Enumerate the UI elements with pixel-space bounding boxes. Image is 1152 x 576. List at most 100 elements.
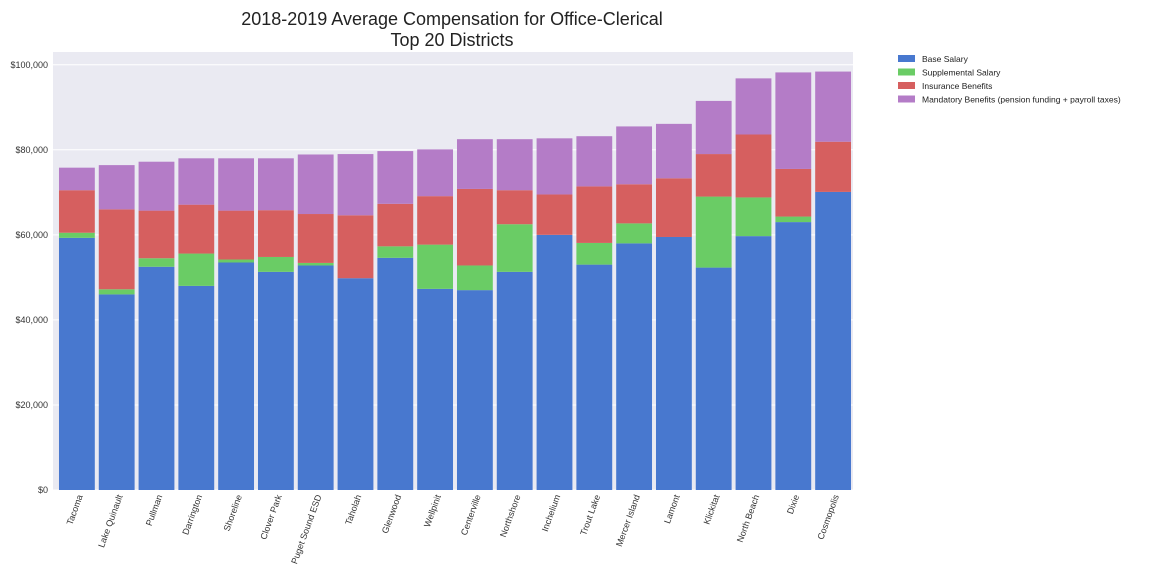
chart-title-line-1: 2018-2019 Average Compensation for Offic…: [241, 9, 663, 29]
bar-segment-1: [218, 262, 255, 490]
legend: Base Salary Supplemental Salary Insurance …: [898, 54, 1121, 105]
bar-segment-2: [735, 197, 772, 237]
bar-segment-4: [138, 161, 175, 211]
y-tick-label: $100,000: [10, 60, 48, 70]
bar-segment-1: [178, 285, 215, 490]
x-tick-label: North Beach: [735, 493, 762, 543]
bar-segment-4: [178, 158, 215, 205]
y-tick-label: $0: [38, 485, 48, 495]
bar-segment-1: [496, 271, 533, 490]
y-tick-label: $20,000: [15, 400, 48, 410]
bar-segment-1: [58, 237, 95, 490]
bar-segment-4: [417, 149, 454, 197]
bar-segment-2: [695, 196, 732, 268]
bar-segment-3: [695, 154, 732, 197]
bar-segment-3: [337, 215, 374, 279]
bar-segment-1: [138, 266, 175, 490]
bar-segment-3: [138, 210, 175, 259]
bar-segment-4: [58, 167, 95, 191]
bar-segment-4: [775, 72, 812, 169]
bar-segment-3: [456, 188, 493, 266]
y-axis: $0 $20,000 $40,000 $60,000 $80,000 $100,000: [10, 60, 48, 495]
x-tick-label: Tacoma: [65, 493, 85, 526]
bar-segment-4: [337, 154, 374, 216]
bar-segment-4: [815, 71, 852, 142]
x-tick-label: Glenwood: [380, 493, 403, 535]
bar-segment-1: [536, 234, 573, 490]
x-tick-label: Mercer Island: [614, 493, 642, 548]
bar-segment-3: [58, 190, 95, 233]
bar-segment-3: [735, 134, 772, 198]
bar-segment-2: [775, 216, 812, 223]
bar-segment-3: [417, 196, 454, 245]
legend-swatch: [898, 68, 915, 76]
bar-segment-1: [815, 191, 852, 491]
bar-segment-3: [655, 178, 692, 237]
bar-segment-3: [536, 194, 573, 235]
legend-swatch: [898, 55, 915, 62]
legend-label: Base Salary: [922, 54, 969, 64]
legend-swatch: [898, 82, 915, 89]
bar-segment-1: [337, 278, 374, 490]
bar-segment-3: [775, 168, 812, 217]
bar-segment-4: [98, 165, 135, 210]
x-tick-label: Northshore: [498, 493, 523, 538]
bar-segment-4: [536, 138, 573, 195]
bar-segment-3: [178, 204, 215, 254]
x-tick-label: Klickitat: [702, 493, 722, 526]
bar-segment-1: [735, 236, 772, 490]
bar-segment-2: [417, 244, 454, 289]
x-tick-label: Lamont: [662, 493, 682, 525]
x-tick-label: Shoreline: [222, 493, 244, 532]
legend-swatch: [898, 95, 915, 103]
bar-segment-1: [695, 267, 732, 490]
chart-title-line-2: Top 20 Districts: [390, 30, 513, 50]
bar-segment-1: [655, 236, 692, 490]
legend-label: Supplemental Salary: [922, 68, 1001, 78]
x-tick-label: Lake Quinault: [96, 493, 125, 549]
bar-segment-3: [98, 209, 135, 290]
x-tick-label: Centerville: [459, 493, 483, 536]
bar-segment-3: [257, 210, 294, 257]
bar-segment-1: [576, 264, 613, 490]
x-tick-label: Clover Park: [258, 493, 284, 541]
bar-segment-1: [377, 257, 414, 490]
x-tick-label: Wellpinit: [422, 493, 443, 529]
bar-segment-4: [218, 158, 255, 211]
bar-segment-3: [576, 186, 613, 243]
y-tick-label: $40,000: [15, 315, 48, 325]
x-tick-label: Pullman: [144, 493, 165, 527]
bar-segment-4: [576, 136, 613, 187]
bar-segment-2: [456, 265, 493, 291]
bar-segment-1: [98, 294, 135, 490]
legend-label: Insurance Benefits: [922, 81, 992, 91]
bar-segment-1: [257, 271, 294, 490]
x-tick-label: Inchelium: [540, 493, 563, 533]
bar-segment-3: [496, 190, 533, 225]
x-axis: Tacoma Lake Quinault Pullman Darrington Shor…: [65, 493, 842, 566]
bars: [58, 71, 852, 491]
bar-segment-1: [775, 222, 812, 490]
bar-segment-4: [735, 78, 772, 135]
y-tick-label: $80,000: [15, 145, 48, 155]
bar-segment-2: [377, 246, 414, 258]
legend-label: Mandatory Benefits (pension funding + pa…: [922, 95, 1121, 105]
bar-segment-2: [98, 289, 135, 295]
bar-segment-2: [58, 232, 95, 238]
bar-segment-3: [815, 141, 852, 192]
bar-segment-3: [297, 214, 334, 263]
bar-segment-4: [297, 154, 334, 215]
x-tick-label: Cosmopolis: [815, 493, 841, 541]
bar-segment-2: [576, 242, 613, 265]
bar-segment-2: [297, 262, 334, 266]
bar-segment-4: [496, 139, 533, 191]
x-tick-label: Trout Lake: [578, 493, 602, 537]
bar-segment-2: [218, 259, 255, 263]
bar-segment-2: [257, 256, 294, 272]
bar-segment-3: [218, 210, 255, 260]
bar-segment-4: [616, 126, 653, 185]
x-tick-label: Darrington: [180, 493, 204, 536]
x-tick-label: Taholah: [343, 493, 363, 526]
bar-segment-3: [377, 203, 414, 247]
